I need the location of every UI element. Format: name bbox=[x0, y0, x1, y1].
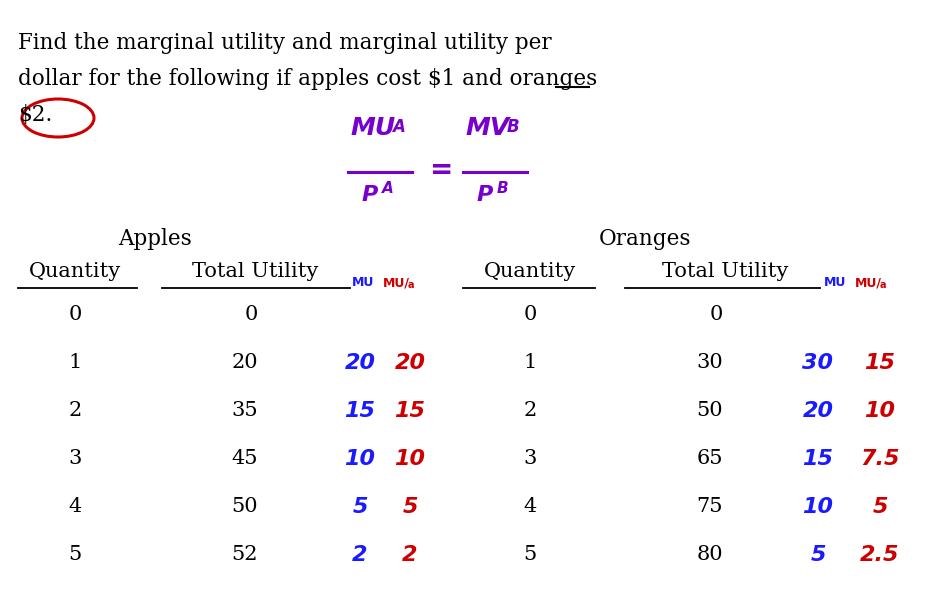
Text: 5: 5 bbox=[68, 546, 81, 565]
Text: 5: 5 bbox=[810, 545, 826, 565]
Text: $2.: $2. bbox=[18, 104, 52, 126]
Text: B: B bbox=[507, 118, 520, 136]
Text: 15: 15 bbox=[802, 449, 833, 469]
Text: 20: 20 bbox=[231, 354, 258, 373]
Text: 10: 10 bbox=[802, 497, 833, 517]
Text: 5: 5 bbox=[402, 497, 418, 517]
Text: Quantity: Quantity bbox=[484, 262, 576, 281]
Text: Oranges: Oranges bbox=[599, 228, 691, 250]
Text: 4: 4 bbox=[68, 497, 81, 516]
Text: 4: 4 bbox=[523, 497, 536, 516]
Text: 45: 45 bbox=[231, 450, 258, 469]
Text: 50: 50 bbox=[231, 497, 258, 516]
Text: 3: 3 bbox=[523, 450, 536, 469]
Text: 50: 50 bbox=[696, 401, 723, 420]
Text: 30: 30 bbox=[802, 353, 833, 373]
Text: 5: 5 bbox=[872, 497, 888, 517]
Text: 20: 20 bbox=[395, 353, 425, 373]
Text: A: A bbox=[382, 181, 394, 196]
Text: 1: 1 bbox=[68, 354, 82, 373]
Text: 2: 2 bbox=[523, 401, 536, 420]
Text: =: = bbox=[430, 156, 453, 184]
Text: 30: 30 bbox=[696, 354, 723, 373]
Text: 75: 75 bbox=[697, 497, 723, 516]
Text: P: P bbox=[362, 185, 378, 205]
Text: P: P bbox=[477, 185, 494, 205]
Text: 10: 10 bbox=[344, 449, 375, 469]
Text: MU: MU bbox=[352, 276, 374, 289]
Text: 35: 35 bbox=[231, 401, 258, 420]
Text: a: a bbox=[408, 280, 414, 290]
Text: 52: 52 bbox=[231, 546, 258, 565]
Text: 20: 20 bbox=[344, 353, 375, 373]
Text: 5: 5 bbox=[523, 546, 536, 565]
Text: 0: 0 bbox=[68, 306, 82, 324]
Text: 3: 3 bbox=[68, 450, 82, 469]
Text: Apples: Apples bbox=[118, 228, 192, 250]
Text: MU: MU bbox=[350, 116, 395, 140]
Text: 2: 2 bbox=[353, 545, 368, 565]
Text: 10: 10 bbox=[395, 449, 425, 469]
Text: 0: 0 bbox=[244, 306, 258, 324]
Text: 15: 15 bbox=[865, 353, 896, 373]
Text: 2: 2 bbox=[68, 401, 81, 420]
Text: A: A bbox=[392, 118, 405, 136]
Text: MV: MV bbox=[465, 116, 509, 140]
Text: 2.5: 2.5 bbox=[860, 545, 899, 565]
Text: MU/: MU/ bbox=[383, 276, 410, 289]
Text: 80: 80 bbox=[696, 546, 723, 565]
Text: 65: 65 bbox=[697, 450, 723, 469]
Text: 0: 0 bbox=[710, 306, 723, 324]
Text: Total Utility: Total Utility bbox=[661, 262, 788, 281]
Text: Find the marginal utility and marginal utility per: Find the marginal utility and marginal u… bbox=[18, 32, 551, 54]
Text: a: a bbox=[880, 280, 886, 290]
Text: 15: 15 bbox=[395, 401, 425, 421]
Text: 7.5: 7.5 bbox=[860, 449, 899, 469]
Text: dollar for the following if apples cost $1 and oranges: dollar for the following if apples cost … bbox=[18, 68, 597, 90]
Text: Total Utility: Total Utility bbox=[192, 262, 318, 281]
Text: 1: 1 bbox=[523, 354, 536, 373]
Text: 15: 15 bbox=[344, 401, 375, 421]
Text: MU: MU bbox=[824, 276, 846, 289]
Text: Quantity: Quantity bbox=[29, 262, 121, 281]
Text: 2: 2 bbox=[402, 545, 418, 565]
Text: MU/: MU/ bbox=[855, 276, 882, 289]
Text: B: B bbox=[497, 181, 508, 196]
Text: 5: 5 bbox=[353, 497, 368, 517]
Text: 20: 20 bbox=[802, 401, 833, 421]
Text: 10: 10 bbox=[865, 401, 896, 421]
Text: 0: 0 bbox=[523, 306, 536, 324]
